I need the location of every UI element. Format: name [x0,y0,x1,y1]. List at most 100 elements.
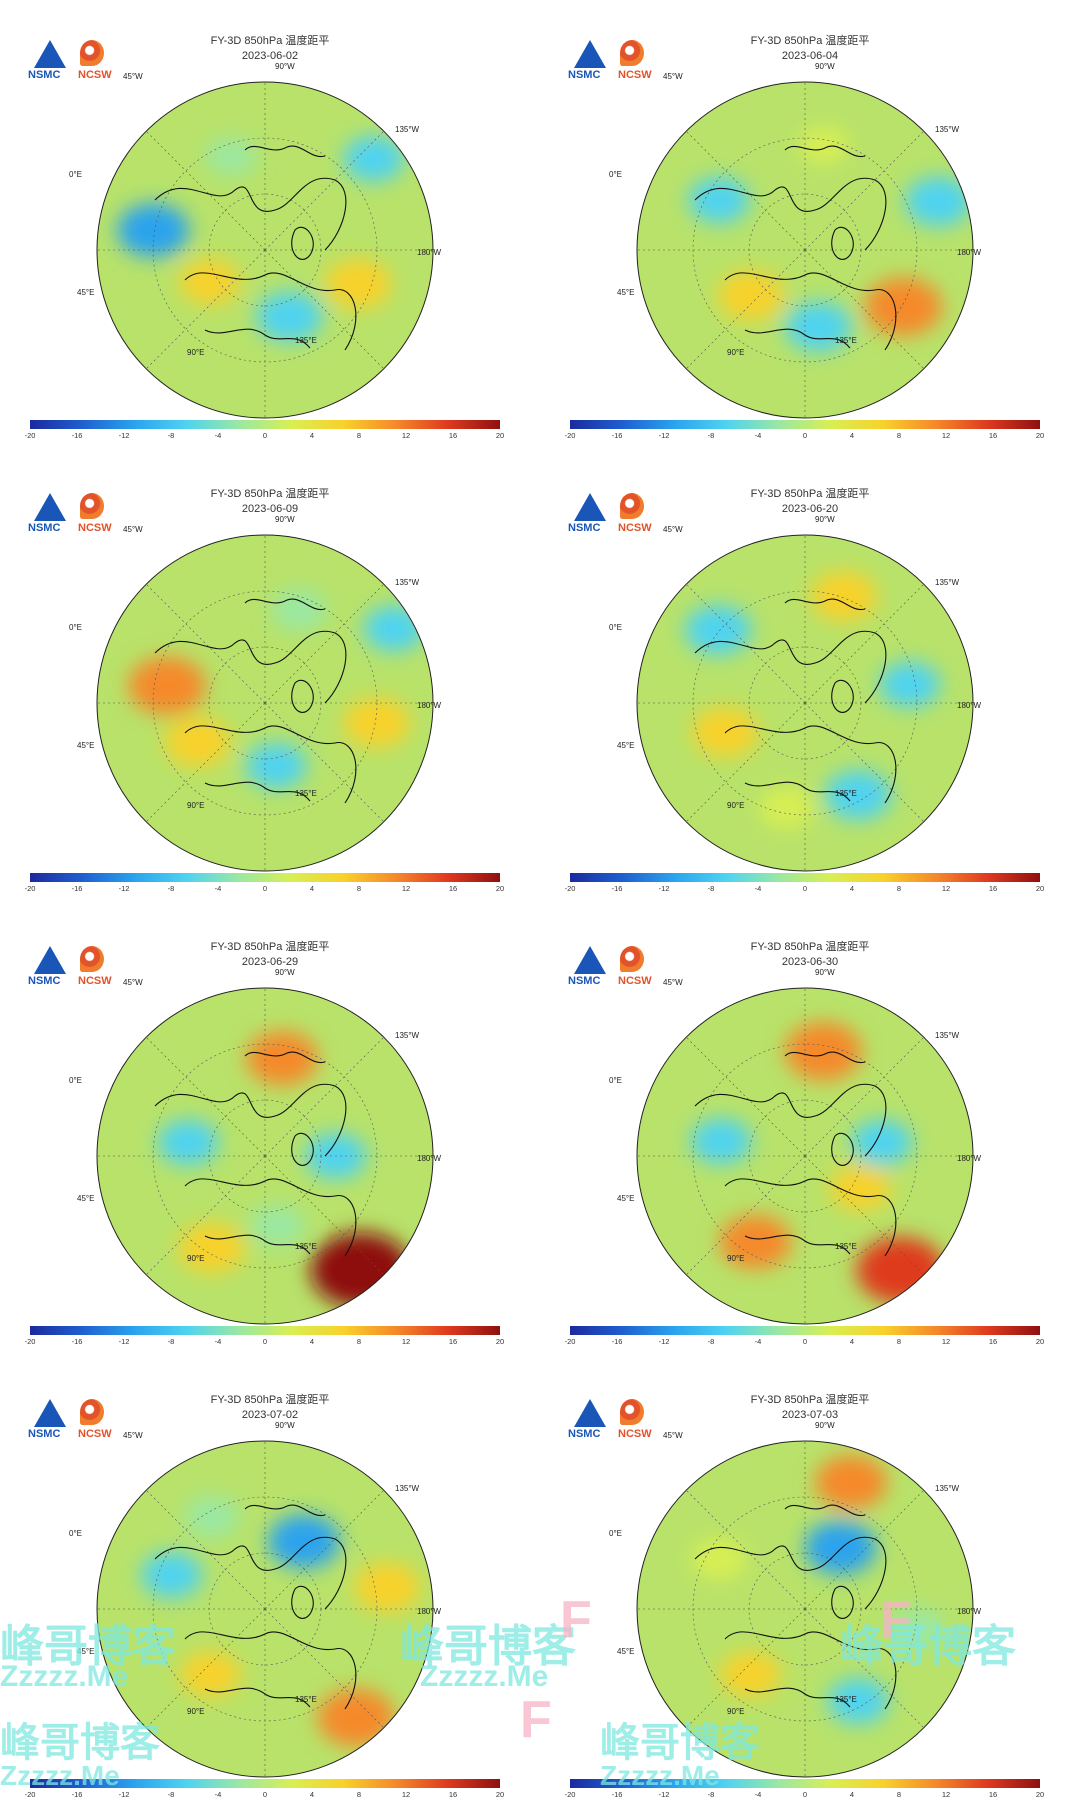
longitude-label: 180°W [417,248,442,257]
colorbar-tick-label: 12 [941,884,951,893]
nsmc-logo-text: NSMC [28,522,61,534]
ncsw-logo-text: NCSW [78,69,112,81]
colorbar-tick-label: -4 [214,1790,222,1799]
colorbar-ticks: -20 -16 -12 -8 -4 0 4 8 12 16 20 [25,1337,505,1349]
coastline [744,1687,851,1708]
anomaly-blob [317,1688,395,1747]
colorbar-tick-label: 4 [849,1790,855,1799]
polar-map-svg [636,81,974,419]
anomaly-blob [719,1651,781,1697]
colorbar-tick-label: 8 [356,1337,362,1346]
longitude-label: 90°E [727,1254,745,1263]
coastline [831,1133,854,1166]
anomaly-blob [905,176,972,227]
longitude-label: 135°E [835,336,857,345]
coastline [184,1178,357,1257]
colorbar-tick-label: 20 [495,884,505,893]
anomaly-blob [271,589,327,631]
colorbar-tick-label: 4 [849,431,855,440]
panel-title: FY-3D 850hPa 温度距平 [750,941,870,953]
colorbar-tick-label: 8 [896,1790,902,1799]
coastline [694,1083,887,1157]
colorbar-ticks: -20 -16 -12 -8 -4 0 4 8 12 16 20 [565,1790,1045,1802]
nsmc-logo-icon [34,1399,66,1427]
ncsw-logo-text: NCSW [78,975,112,987]
longitude-label: 45°E [77,1647,95,1656]
colorbar [570,1779,1040,1788]
colorbar-tick-label: 8 [356,884,362,893]
longitude-label: 0°E [609,170,622,179]
meridian-line [804,702,925,823]
longitude-label: 90°E [187,348,205,357]
panel-date: 2023-07-03 [781,1409,839,1421]
longitude-label: 135°W [935,578,960,587]
agency-logos: NSMC NCSW [568,946,668,990]
coastline [831,680,854,713]
anomaly-blob [810,571,877,622]
ncsw-logo-text: NCSW [78,522,112,534]
longitude-label: 135°W [395,578,420,587]
colorbar-tick-label: -4 [754,1337,762,1346]
longitude-label: 0°E [69,170,82,179]
colorbar-tick-label: 8 [356,431,362,440]
coastline [184,725,357,804]
map-panel: NSMC NCSW FY-3D 850hPa 温度距平 2023-07-02 45°W 9… [0,1359,540,1812]
anomaly-blob [758,787,815,829]
ncsw-logo-icon [80,946,104,972]
longitude-label: 45°E [617,1647,635,1656]
agency-logos: NSMC NCSW [568,40,668,84]
panel-title: FY-3D 850hPa 温度距平 [750,1394,870,1406]
ncsw-logo-icon [620,946,644,972]
meridian-line [264,702,385,823]
coastline [154,177,347,251]
longitude-label: 180°W [957,248,982,257]
map-panel: NSMC NCSW FY-3D 850hPa 温度距平 2023-06-02 45°W 9… [0,0,540,453]
longitude-label: 0°E [69,1076,82,1085]
map-panel: NSMC NCSW FY-3D 850hPa 温度距平 2023-07-03 45°W 9… [540,1359,1080,1812]
anomaly-blob [798,126,849,164]
coastline [244,145,326,158]
meridian-line [804,130,925,251]
colorbar-tick-label: 8 [896,884,902,893]
longitude-label: 180°W [957,1154,982,1163]
ncsw-logo-icon [620,1399,644,1425]
longitude-label: 90°E [727,348,745,357]
ncsw-logo-icon [80,493,104,519]
nsmc-logo-icon [34,493,66,521]
nsmc-logo-text: NSMC [28,69,61,81]
ncsw-logo-text: NCSW [618,975,652,987]
colorbar-ticks: -20 -16 -12 -8 -4 0 4 8 12 16 20 [565,884,1045,896]
colorbar-tick-label: 0 [802,1790,808,1799]
colorbar-tick-label: -8 [167,431,175,440]
nsmc-logo-text: NSMC [568,975,601,987]
anomaly-blob [815,1455,888,1510]
polar-map-svg [96,534,434,872]
coastline [831,227,854,260]
anomaly-blob [688,177,750,224]
anomaly-blob [310,1232,411,1308]
panel-title: FY-3D 850hPa 温度距平 [210,1394,330,1406]
colorbar-tick-label: 0 [262,1337,268,1346]
colorbar-tick-label: 4 [309,884,315,893]
colorbar-tick-label: -16 [611,1337,623,1346]
map-panel: NSMC NCSW FY-3D 850hPa 温度距平 2023-06-04 45°W 9… [540,0,1080,453]
polar-map-svg [636,987,974,1325]
polar-map-svg [96,81,434,419]
longitude-label: 0°E [609,623,622,632]
colorbar-tick-label: -16 [71,884,83,893]
panel-title: FY-3D 850hPa 温度距平 [210,35,330,47]
colorbar-tick-label: -4 [214,884,222,893]
coastline [831,1586,854,1619]
colorbar-tick-label: 16 [988,431,998,440]
polar-map: 45°W 90°W 135°W 0°E 180°W 45°E 90°E 135°E [609,62,981,420]
longitude-label: 45°W [663,978,683,987]
colorbar-tick-label: -20 [24,1790,36,1799]
colorbar-tick-label: 0 [802,884,808,893]
agency-logos: NSMC NCSW [568,1399,668,1443]
longitude-label: 135°E [835,789,857,798]
anomaly-blob [864,277,943,336]
anomaly-blob [827,1678,889,1724]
colorbar-tick-label: 0 [802,431,808,440]
longitude-label: 90°W [815,1421,835,1430]
meridian-line [145,702,266,823]
